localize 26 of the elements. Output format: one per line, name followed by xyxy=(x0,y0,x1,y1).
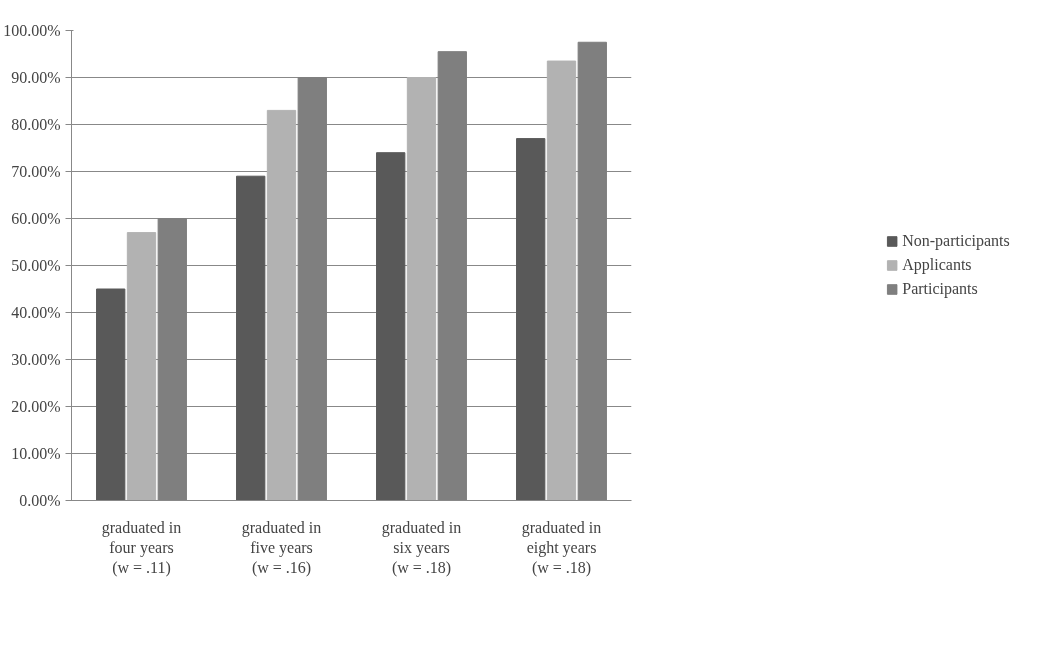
x-tick-label: graduated in five years (w = .16) xyxy=(241,518,322,578)
x-tick-label: graduated in four years (w = .11) xyxy=(101,518,182,578)
x-tick-label: graduated in six years (w = .18) xyxy=(381,518,462,578)
y-tick-label: 30.00% xyxy=(11,351,61,368)
bar xyxy=(516,138,546,501)
bar xyxy=(266,109,297,501)
legend-label: Non-participants xyxy=(902,232,1010,250)
y-tick-label: 50.00% xyxy=(11,257,61,274)
y-tick-label: 20.00% xyxy=(11,398,61,415)
y-tick-label: 60.00% xyxy=(11,210,61,227)
bar xyxy=(546,60,577,501)
legend-label: Participants xyxy=(902,280,978,298)
x-tick-label: graduated in eight years (w = .18) xyxy=(521,518,602,578)
y-tick-label: 40.00% xyxy=(11,304,61,321)
legend-label: Applicants xyxy=(902,256,972,274)
y-tick-label: 10.00% xyxy=(11,445,61,462)
bar xyxy=(126,232,157,501)
y-tick-label: 70.00% xyxy=(11,163,61,180)
bar xyxy=(236,175,266,501)
bar xyxy=(96,288,126,501)
bar xyxy=(406,77,437,501)
y-tick-label: 0.00% xyxy=(19,492,61,509)
y-tick-label: 100.00% xyxy=(3,22,61,39)
bar xyxy=(376,152,406,501)
y-tick-label: 90.00% xyxy=(11,69,61,86)
y-tick-label: 80.00% xyxy=(11,116,61,133)
